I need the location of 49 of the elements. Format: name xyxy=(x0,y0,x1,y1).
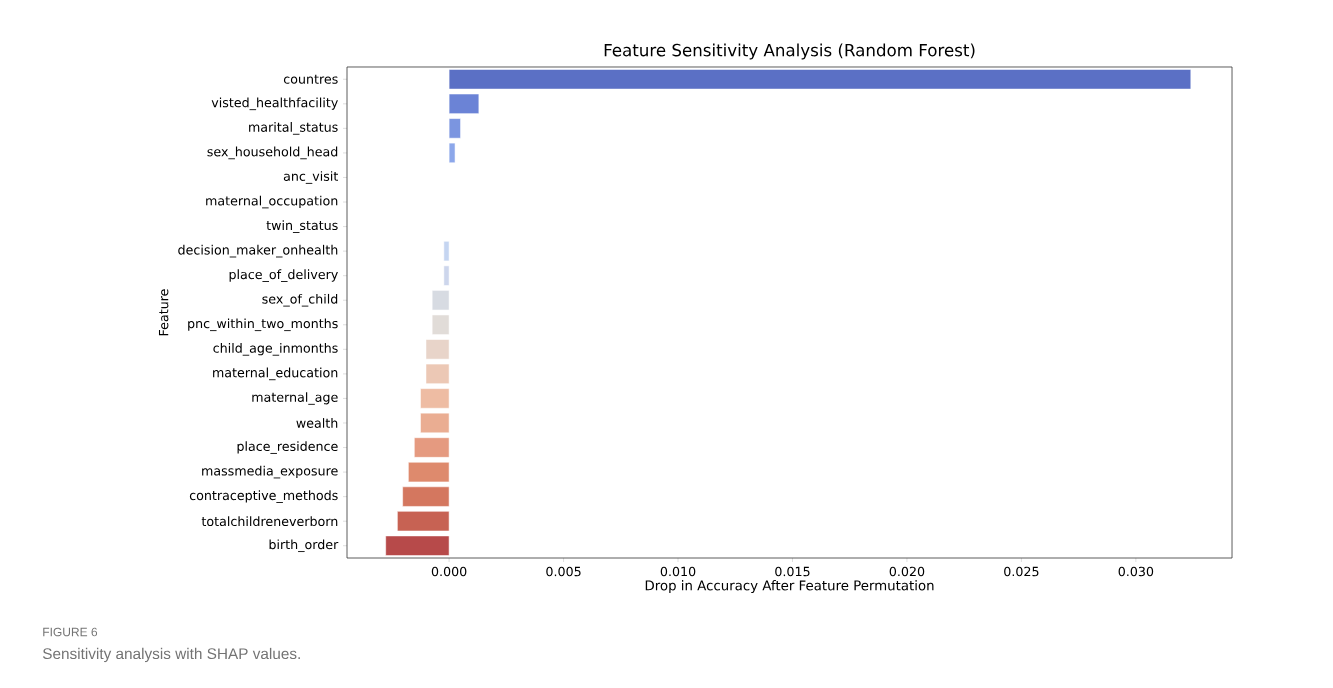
y-axis-title: Feature xyxy=(158,289,169,336)
chart-title: Feature Sensitivity Analysis (Random Forest) xyxy=(604,43,975,60)
bar xyxy=(425,339,450,360)
y-tick-label: visted_healthfacility xyxy=(211,97,338,111)
bar xyxy=(448,118,461,139)
y-tick-label: anc_visit xyxy=(283,171,338,184)
y-tick-label: place_of_delivery xyxy=(229,269,338,282)
bar xyxy=(414,437,450,458)
x-tick-label: 0.030 xyxy=(1118,566,1154,577)
bar xyxy=(385,535,450,556)
bar xyxy=(420,388,450,409)
bar xyxy=(420,412,450,434)
y-tick-label: wealth xyxy=(296,418,338,428)
x-tick-label: 0.015 xyxy=(775,566,810,577)
y-tick-label: totalchildreneverborn xyxy=(201,516,338,527)
y-tick-label: sex_of_child xyxy=(262,293,338,307)
bar xyxy=(431,314,450,335)
y-tick-label: sex_household_head xyxy=(207,146,338,160)
bar xyxy=(402,486,450,507)
y-tick-label: pnc_within_two_months xyxy=(188,318,338,332)
y-tick-label: massmedia_exposure xyxy=(202,465,338,479)
x-tick-label: 0.020 xyxy=(889,566,925,577)
bar xyxy=(425,363,450,384)
bar xyxy=(431,290,450,311)
y-tick-label: maternal_education xyxy=(213,367,338,381)
x-tick-label: 0.025 xyxy=(1004,566,1039,577)
bar xyxy=(408,461,450,483)
bar xyxy=(443,241,450,262)
y-tick-label: birth_order xyxy=(269,539,339,553)
bar xyxy=(448,142,456,164)
caption: FIGURE 6 xyxy=(43,627,98,637)
y-tick-label: place_residence xyxy=(237,441,338,454)
y-tick-label: contraceptive_methods xyxy=(189,490,338,503)
x-tick-label: 0.000 xyxy=(431,566,467,577)
bar xyxy=(397,511,450,532)
y-tick-label: maternal_occupation xyxy=(206,195,338,209)
bar xyxy=(448,93,480,114)
y-tick-label: countres xyxy=(283,74,338,84)
y-tick-label: decision_maker_onhealth xyxy=(178,244,338,258)
x-tick-label: 0.005 xyxy=(546,566,581,577)
bar xyxy=(443,265,450,286)
text: Sensitivity analysis with SHAP values. xyxy=(42,647,300,663)
y-tick-label: maternal_age xyxy=(252,392,338,405)
x-tick-label: 0.010 xyxy=(660,566,696,577)
y-tick-label: child_age_inmonths xyxy=(213,343,338,356)
x-axis-title: Drop in Accuracy After Feature Permutation xyxy=(645,580,934,594)
bar xyxy=(448,69,1192,90)
y-tick-label: twin_status xyxy=(266,220,338,233)
y-tick-label: marital_status xyxy=(249,122,338,135)
